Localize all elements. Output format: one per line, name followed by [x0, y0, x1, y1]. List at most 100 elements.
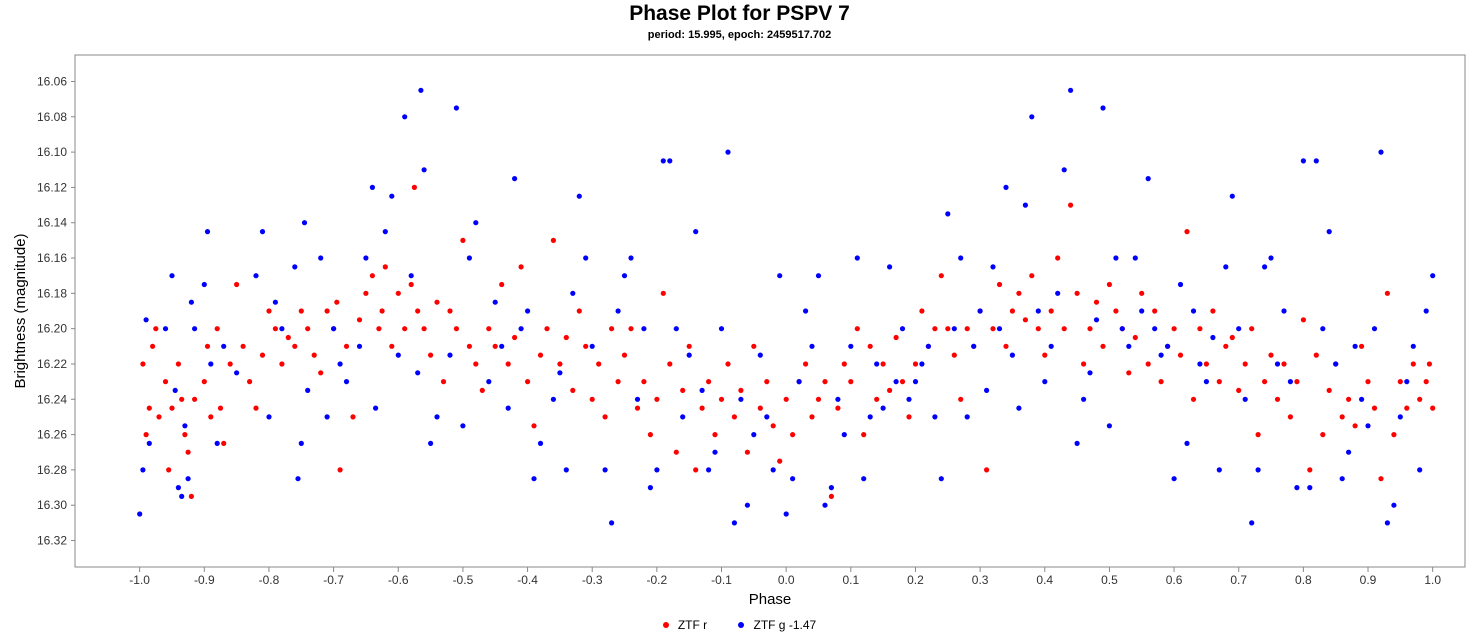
data-point-ztf-g [389, 193, 395, 199]
data-point-ztf-g [1281, 308, 1287, 314]
data-point-ztf-r [718, 396, 725, 402]
data-point-ztf-g [453, 105, 459, 111]
x-tick-label: -1.0 [129, 573, 150, 587]
data-point-ztf-r [1236, 387, 1242, 393]
data-point-ztf-g [1384, 520, 1390, 526]
data-point-ztf-r [227, 361, 233, 367]
data-point-ztf-r [192, 396, 198, 402]
data-point-ztf-g [557, 370, 563, 376]
data-point-ztf-g [563, 467, 569, 473]
data-point-ztf-g [1249, 520, 1255, 526]
data-point-ztf-r [185, 449, 191, 455]
data-point-ztf-r [854, 326, 860, 332]
data-point-ztf-r [958, 396, 964, 402]
x-tick-label: -0.3 [582, 573, 603, 587]
data-point-ztf-g [162, 326, 169, 332]
data-point-ztf-r [706, 379, 712, 385]
data-point-ztf-g [492, 299, 498, 305]
chart-subtitle: period: 15.995, epoch: 2459517.702 [647, 29, 832, 41]
data-point-ztf-g [1177, 281, 1184, 288]
legend-label: ZTF g -1.47 [753, 618, 817, 632]
data-point-ztf-r [770, 423, 776, 429]
data-point-ztf-g [137, 511, 143, 517]
data-point-ztf-g [473, 220, 479, 226]
data-point-ztf-r [428, 352, 434, 358]
data-point-ztf-g [324, 414, 330, 420]
data-point-ztf-r [1042, 352, 1048, 358]
data-point-ztf-g [1158, 352, 1164, 358]
data-point-ztf-g [686, 352, 692, 358]
data-point-ztf-r [751, 343, 757, 349]
data-point-ztf-g [525, 308, 531, 314]
data-point-ztf-r [1249, 326, 1255, 332]
data-point-ztf-r [146, 405, 152, 411]
data-point-ztf-r [150, 343, 156, 349]
data-point-ztf-g [899, 326, 906, 332]
data-point-ztf-g [1262, 264, 1268, 270]
data-point-ztf-r [1378, 476, 1384, 482]
data-point-ztf-g [667, 158, 673, 164]
data-point-ztf-g [143, 317, 149, 323]
data-point-ztf-g [298, 440, 304, 446]
data-point-ztf-r [175, 361, 181, 367]
data-point-ztf-g [1378, 149, 1384, 155]
data-point-ztf-g [945, 211, 951, 217]
data-point-ztf-r [153, 326, 159, 332]
data-point-ztf-g [1197, 361, 1203, 367]
data-point-ztf-g [1287, 379, 1293, 385]
data-point-ztf-g [925, 343, 932, 349]
y-tick-label: 16.12 [37, 180, 67, 194]
data-point-ztf-g [680, 414, 686, 420]
data-point-ztf-g [1068, 87, 1074, 93]
data-point-ztf-r [182, 432, 188, 438]
data-point-ztf-g [1404, 379, 1410, 385]
data-point-ztf-g [706, 467, 712, 473]
data-point-ztf-g [971, 343, 977, 349]
data-point-ztf-r [1139, 290, 1145, 296]
y-tick-label: 16.08 [37, 110, 67, 124]
data-point-ztf-g [1391, 502, 1397, 508]
data-point-ztf-r [583, 343, 589, 349]
data-point-ztf-g [1430, 273, 1436, 279]
data-point-ztf-r [1177, 352, 1184, 358]
data-point-ztf-g [1106, 423, 1112, 429]
data-point-ztf-g [906, 396, 912, 402]
data-point-ztf-g [796, 379, 802, 385]
data-point-ztf-r [140, 361, 146, 367]
data-point-ztf-g [331, 326, 337, 332]
y-tick-label: 16.24 [37, 392, 67, 406]
data-point-ztf-g [912, 379, 919, 385]
x-tick-label: -0.8 [259, 573, 280, 587]
data-point-ztf-g [977, 308, 983, 314]
x-tick-label: 0.8 [1295, 573, 1312, 587]
data-point-ztf-r [204, 343, 211, 349]
data-point-ztf-r [887, 387, 893, 393]
data-point-ztf-g [570, 290, 576, 296]
data-point-ztf-r [634, 405, 641, 411]
data-point-ztf-g [1339, 476, 1345, 482]
data-point-ztf-r [447, 308, 453, 314]
data-point-ztf-r [557, 361, 563, 367]
data-point-ztf-g [1042, 379, 1048, 385]
data-point-ztf-r [259, 352, 266, 358]
data-point-ztf-g [738, 396, 744, 402]
data-point-ztf-g [828, 485, 835, 491]
data-point-ztf-g [751, 432, 757, 438]
data-point-ztf-g [182, 423, 188, 429]
data-point-ztf-g [172, 387, 178, 393]
data-point-ztf-r [537, 352, 544, 358]
data-point-ztf-g [1035, 308, 1041, 314]
data-point-ztf-g [179, 493, 185, 499]
data-point-ztf-g [1410, 343, 1416, 349]
data-point-ztf-g [1223, 264, 1229, 270]
data-point-ztf-r [874, 396, 880, 402]
data-point-ztf-r [421, 326, 427, 332]
data-point-ztf-r [841, 361, 847, 367]
data-point-ztf-r [1171, 326, 1177, 332]
data-point-ztf-r [790, 432, 796, 438]
data-point-ztf-g [621, 273, 628, 279]
data-point-ztf-g [731, 520, 738, 526]
data-point-ztf-g [757, 352, 763, 358]
data-point-ztf-r [525, 379, 531, 385]
x-tick-label: 0.3 [972, 573, 989, 587]
